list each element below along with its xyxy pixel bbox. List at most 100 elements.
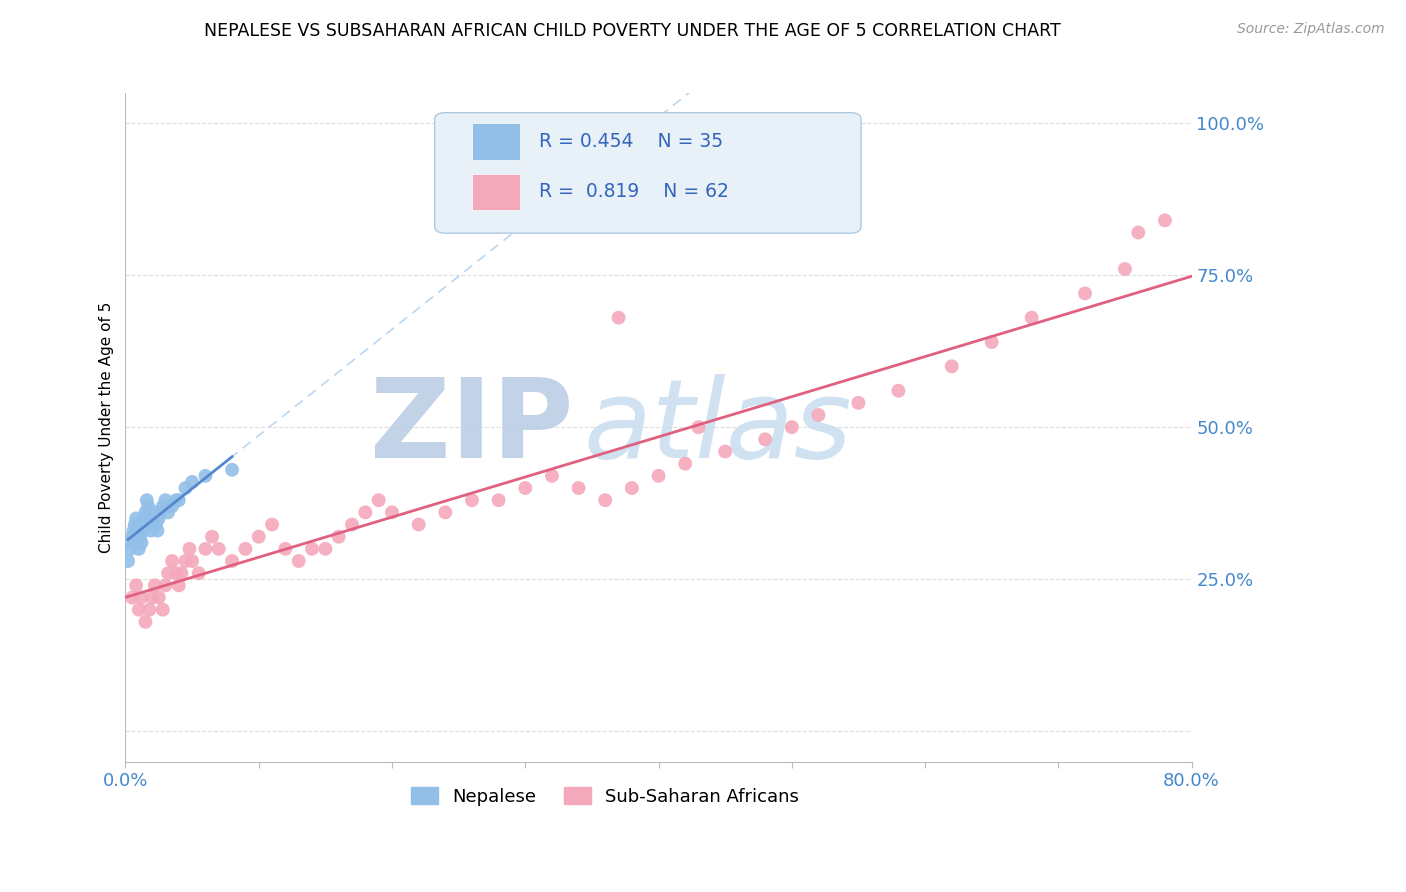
Point <box>124 517 146 532</box>
Point <box>179 541 201 556</box>
Point <box>134 511 156 525</box>
Point <box>221 463 243 477</box>
Point <box>167 578 190 592</box>
Point <box>201 530 224 544</box>
Point <box>160 500 183 514</box>
Point <box>673 457 696 471</box>
Text: R = 0.454    N = 35: R = 0.454 N = 35 <box>538 132 723 151</box>
Point <box>461 493 484 508</box>
Point <box>120 541 142 556</box>
Point <box>287 554 309 568</box>
Point <box>122 524 145 538</box>
Point <box>488 493 510 508</box>
Text: R =  0.819    N = 62: R = 0.819 N = 62 <box>538 183 728 202</box>
Point <box>129 530 152 544</box>
Point <box>131 535 153 549</box>
Point <box>1114 262 1136 277</box>
Point <box>515 481 537 495</box>
Point <box>167 493 190 508</box>
Point <box>408 517 430 532</box>
Point <box>754 433 776 447</box>
Point <box>367 493 389 508</box>
Point <box>128 603 150 617</box>
Point <box>148 511 170 525</box>
Point <box>125 511 148 525</box>
Point <box>314 541 336 556</box>
Point <box>141 591 163 605</box>
Point <box>148 591 170 605</box>
Point <box>1128 226 1150 240</box>
Point <box>688 420 710 434</box>
Point <box>247 530 270 544</box>
Point <box>165 493 187 508</box>
Point <box>181 554 204 568</box>
Y-axis label: Child Poverty Under the Age of 5: Child Poverty Under the Age of 5 <box>100 301 114 553</box>
Point <box>887 384 910 398</box>
Point <box>274 541 297 556</box>
Point <box>152 500 174 514</box>
Point <box>807 408 830 422</box>
Point <box>135 493 157 508</box>
Point <box>194 541 217 556</box>
Point <box>117 554 139 568</box>
Text: ZIP: ZIP <box>370 374 574 481</box>
Point <box>221 554 243 568</box>
Point <box>143 505 166 519</box>
Point <box>131 591 153 605</box>
Point <box>1154 213 1177 227</box>
Point <box>340 517 363 532</box>
Point <box>134 615 156 629</box>
Text: atlas: atlas <box>583 374 852 481</box>
Point <box>152 603 174 617</box>
Point <box>136 500 159 514</box>
Point <box>174 481 197 495</box>
Point <box>354 505 377 519</box>
Point <box>848 396 870 410</box>
Point <box>1021 310 1043 325</box>
Point <box>138 603 160 617</box>
Point <box>138 511 160 525</box>
Point <box>146 524 169 538</box>
Point <box>607 310 630 325</box>
Point <box>647 468 669 483</box>
Point <box>780 420 803 434</box>
FancyBboxPatch shape <box>472 174 520 211</box>
Point <box>941 359 963 374</box>
Point <box>142 511 165 525</box>
Point <box>262 517 284 532</box>
Point <box>434 505 457 519</box>
Point <box>145 517 167 532</box>
Point <box>157 566 180 581</box>
Point <box>170 566 193 581</box>
FancyBboxPatch shape <box>472 123 520 160</box>
Point <box>141 517 163 532</box>
Point <box>301 541 323 556</box>
Point <box>160 554 183 568</box>
Point <box>541 468 564 483</box>
Point <box>174 554 197 568</box>
Point <box>134 505 156 519</box>
Point <box>155 578 177 592</box>
Point <box>568 481 591 495</box>
Point <box>235 541 257 556</box>
Point <box>208 541 231 556</box>
Point <box>118 535 141 549</box>
Point <box>143 578 166 592</box>
FancyBboxPatch shape <box>434 112 860 233</box>
Point <box>149 505 172 519</box>
Point <box>187 566 209 581</box>
Point <box>155 493 177 508</box>
Legend: Nepalese, Sub-Saharan Africans: Nepalese, Sub-Saharan Africans <box>404 780 807 813</box>
Point <box>381 505 404 519</box>
Point <box>328 530 350 544</box>
Point <box>157 505 180 519</box>
Point <box>181 475 204 489</box>
Point <box>165 566 187 581</box>
Point <box>125 578 148 592</box>
Text: NEPALESE VS SUBSAHARAN AFRICAN CHILD POVERTY UNDER THE AGE OF 5 CORRELATION CHAR: NEPALESE VS SUBSAHARAN AFRICAN CHILD POV… <box>204 22 1062 40</box>
Point <box>121 591 143 605</box>
Point <box>194 468 217 483</box>
Text: Source: ZipAtlas.com: Source: ZipAtlas.com <box>1237 22 1385 37</box>
Point <box>1074 286 1097 301</box>
Point <box>980 334 1002 349</box>
